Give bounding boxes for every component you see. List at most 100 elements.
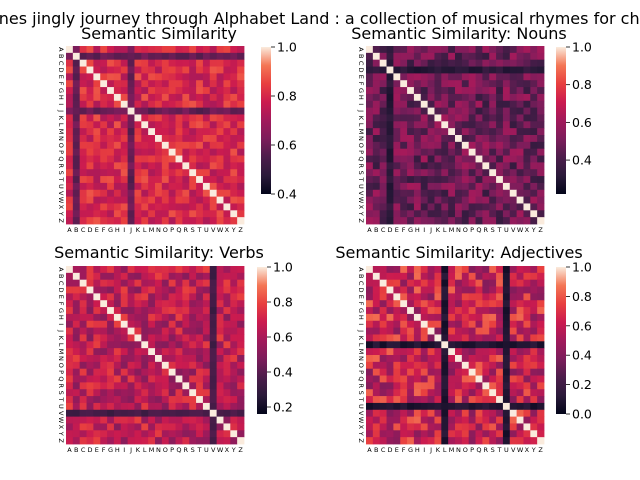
heatmap-cell [386,430,394,438]
heatmap-cell [516,286,524,294]
heatmap-cell [66,141,74,150]
heatmap-cell [434,334,442,342]
heatmap-cell [148,334,156,342]
heatmap-cell [237,176,245,184]
heatmap-cell [216,266,224,274]
heatmap-cell [86,327,94,335]
heatmap-cell [413,128,422,136]
x-tick-label: T [497,226,502,234]
heatmap-cell [196,361,204,370]
heatmap-cell [155,169,163,177]
heatmap-cell [489,114,497,122]
heatmap-cell [66,52,74,61]
heatmap-cell [434,355,442,363]
heatmap-cell [366,286,374,294]
heatmap-cell [107,107,115,115]
y-tick-label: S [357,171,365,175]
heatmap-cell [393,348,401,356]
heatmap-cell [413,135,422,143]
heatmap-cell [496,80,504,88]
heatmap-cell [372,148,381,156]
heatmap-cell [189,155,197,163]
heatmap-cell [537,396,545,404]
heatmap-cell [400,66,408,74]
heatmap-cell [189,313,197,322]
heatmap-cell [120,121,129,129]
heatmap-cell [400,320,408,329]
heatmap-cell [134,87,142,95]
heatmap-cell [379,155,387,163]
heatmap-cell [530,334,538,342]
heatmap-cell [189,320,197,329]
heatmap-cell [120,368,129,376]
heatmap-cell [386,217,394,225]
heatmap-cell [537,375,545,383]
y-tick-label: W [357,197,365,204]
x-tick-label: U [504,226,509,234]
heatmap-cell [86,217,94,225]
heatmap-cell [86,348,94,356]
colorbar-tick-label: 0.6 [273,330,293,345]
heatmap-cell [100,121,108,129]
heatmap-cell [189,114,197,122]
heatmap-cell [202,272,211,281]
heatmap-cell [461,59,470,67]
x-tick-label: G [408,446,413,454]
heatmap-cell [120,382,129,390]
heatmap-cell [372,217,381,225]
heatmap-cell [441,196,449,204]
heatmap-cell [455,327,463,335]
heatmap-cell [100,73,108,81]
heatmap-cell [434,217,442,225]
heatmap-cell [516,87,524,95]
heatmap-cell [196,73,204,81]
heatmap-cell [427,430,435,438]
heatmap-cell [455,135,463,143]
heatmap-cell [455,409,463,418]
heatmap-cell [427,80,435,88]
heatmap-cell [182,334,190,342]
heatmap-cell [482,121,490,129]
heatmap-cell [182,355,190,363]
heatmap-cell [155,87,163,95]
heatmap-cell [523,313,531,322]
heatmap-cell [79,382,87,390]
x-tick-label: L [143,446,147,454]
heatmap-cell [475,266,483,274]
heatmap-cell [182,416,190,424]
heatmap-cell [216,114,224,122]
heatmap-cell [113,423,122,431]
heatmap-cell [155,293,163,301]
heatmap-cell [182,203,190,211]
x-tick-label: I [423,226,425,234]
heatmap-cell [441,155,449,163]
heatmap-cell [400,155,408,163]
heatmap-cell [379,121,387,129]
heatmap-cell [489,416,497,424]
heatmap-cell [393,182,401,191]
heatmap-cell [400,107,408,115]
heatmap-cell [134,121,142,129]
heatmap-cell [427,382,435,390]
heatmap-cell [141,272,149,281]
heatmap-cell [161,293,170,301]
heatmap-cell [509,135,518,143]
heatmap-cell [434,266,442,274]
heatmap-cell [79,176,87,184]
heatmap-cell [386,66,394,74]
heatmap-cell [209,162,218,170]
heatmap-cell [489,128,497,136]
heatmap-cell [530,300,538,308]
heatmap-cell [107,334,115,342]
heatmap-cell [496,402,504,411]
heatmap-cell [386,313,394,322]
heatmap-cell [72,128,81,136]
heatmap-cell [427,355,435,363]
heatmap-cell [72,121,81,129]
heatmap-cell [366,148,374,156]
heatmap-cell [141,217,149,225]
heatmap-cell [468,155,476,163]
heatmap-cell [202,59,211,67]
heatmap-cell [134,128,142,136]
heatmap-cell [209,341,218,349]
